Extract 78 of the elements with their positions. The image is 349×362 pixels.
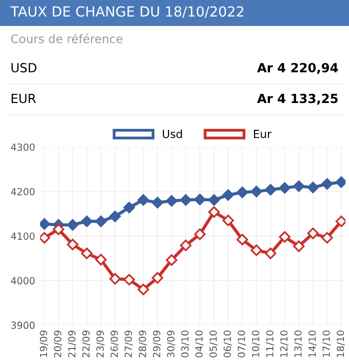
x-tick-label: 22/09 (82, 330, 90, 358)
point (166, 195, 178, 207)
point (208, 206, 220, 218)
x-tick-label: 10/10 (252, 330, 260, 357)
point (321, 178, 333, 190)
point (123, 202, 135, 214)
text: Ar 4 220,94 (257, 62, 338, 74)
point (278, 231, 290, 243)
legend-label: Usd (162, 130, 182, 138)
point (81, 248, 93, 260)
x-tick-label: 23/09 (96, 330, 105, 358)
x-tick-label: 17/10 (322, 330, 331, 357)
chart-title: TAUX DE CHANGE DU 18/10/2022 (10, 6, 244, 18)
point (194, 228, 206, 240)
point (52, 224, 64, 236)
point (336, 216, 346, 228)
text: Cours de référence (11, 34, 122, 44)
point (250, 244, 262, 256)
y-tick-label: 4100 (11, 232, 35, 240)
y-tick-label: 4300 (11, 143, 35, 151)
point (250, 186, 262, 198)
point (208, 194, 220, 206)
point (152, 272, 164, 284)
point (95, 216, 107, 228)
x-tick-label: 03/10 (181, 330, 190, 358)
point (236, 186, 248, 198)
x-tick-label: 07/10 (238, 330, 246, 358)
x-tick-label: 13/10 (294, 330, 302, 357)
x-tick-label: 20/09 (54, 330, 62, 358)
point (236, 234, 248, 246)
point (66, 219, 78, 231)
x-tick-label: 28/09 (138, 330, 147, 358)
point (180, 194, 192, 206)
point (138, 284, 150, 296)
text: USD (12, 62, 36, 72)
point (278, 182, 290, 194)
x-tick-label: 19/09 (40, 330, 48, 357)
y-tick-label: 4200 (11, 188, 35, 196)
point (307, 228, 319, 240)
point (222, 189, 234, 201)
point (109, 273, 121, 285)
point (109, 210, 121, 222)
x-tick-label: 18/10 (336, 330, 345, 357)
x-tick-label: 26/09 (110, 330, 119, 358)
text: EUR (12, 94, 36, 104)
point (321, 232, 333, 244)
point (138, 194, 150, 206)
x-tick-label: 06/10 (224, 330, 232, 358)
y-tick-label: 3900 (11, 322, 35, 329)
point (264, 248, 276, 260)
point (81, 216, 93, 228)
point (293, 240, 305, 252)
point (123, 274, 135, 286)
point (264, 184, 276, 196)
point (95, 254, 107, 266)
x-tick-label: 30/09 (167, 330, 176, 358)
point (40, 218, 50, 230)
x-tick-label: 12/10 (280, 330, 288, 357)
point (166, 254, 178, 266)
x-tick-label: 29/09 (152, 330, 162, 358)
x-tick-label: 05/10 (209, 330, 218, 358)
x-tick-label: 27/09 (124, 330, 133, 358)
point (152, 196, 164, 208)
point (194, 194, 206, 206)
point (336, 176, 346, 188)
x-tick-label: 04/10 (195, 330, 204, 358)
legend-label: Eur (254, 130, 272, 138)
point (222, 214, 234, 226)
point (307, 182, 319, 194)
x-tick-label: 21/09 (68, 330, 76, 358)
x-tick-label: 11/10 (266, 330, 274, 357)
point (293, 180, 305, 192)
point (180, 240, 192, 252)
x-tick-label: 14/10 (308, 330, 317, 357)
point (66, 238, 78, 250)
text: Ar 4 133,25 (257, 94, 338, 105)
y-tick-label: 4000 (11, 277, 35, 284)
point (40, 232, 50, 244)
